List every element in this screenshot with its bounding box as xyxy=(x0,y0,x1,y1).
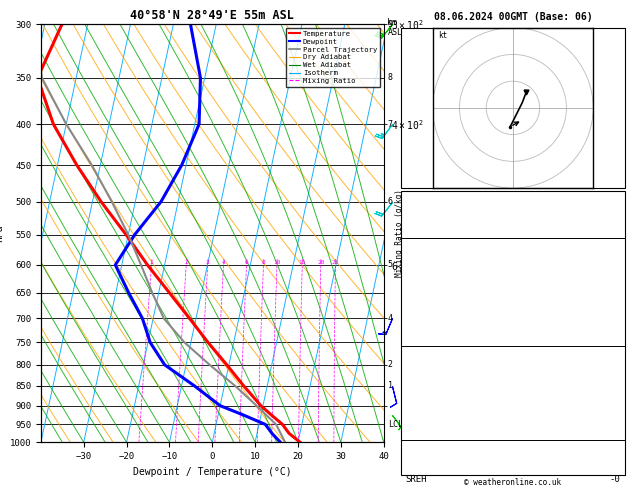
Y-axis label: hPa: hPa xyxy=(0,225,4,242)
X-axis label: Dewpoint / Temperature (°C): Dewpoint / Temperature (°C) xyxy=(133,467,292,477)
Text: 3: 3 xyxy=(206,260,209,265)
Text: CAPE (J): CAPE (J) xyxy=(405,318,448,327)
Text: θₑ(K): θₑ(K) xyxy=(405,288,432,297)
Text: LCL: LCL xyxy=(388,420,403,429)
Text: 15: 15 xyxy=(299,260,306,265)
Text: 1: 1 xyxy=(388,382,393,390)
Text: 40: 40 xyxy=(610,210,620,219)
Text: Temp (°C): Temp (°C) xyxy=(405,258,454,267)
Text: km
ASL: km ASL xyxy=(387,18,403,37)
Text: 15.9: 15.9 xyxy=(599,273,620,282)
Text: Dewp (°C): Dewp (°C) xyxy=(405,273,454,282)
Text: Lifted Index: Lifted Index xyxy=(405,303,470,312)
Text: θₑ (K): θₑ (K) xyxy=(405,382,437,391)
Text: 325: 325 xyxy=(604,288,620,297)
Text: K: K xyxy=(405,195,411,204)
Text: 325: 325 xyxy=(604,382,620,391)
Legend: Temperature, Dewpoint, Parcel Trajectory, Dry Adiabat, Wet Adiabat, Isotherm, Mi: Temperature, Dewpoint, Parcel Trajectory… xyxy=(286,28,380,87)
Text: 7: 7 xyxy=(615,195,620,204)
Text: CIN (J): CIN (J) xyxy=(405,333,443,342)
Text: 8: 8 xyxy=(262,260,265,265)
Text: 5: 5 xyxy=(388,260,393,269)
Text: 7: 7 xyxy=(388,120,393,129)
Text: 4: 4 xyxy=(388,314,393,323)
Text: 2: 2 xyxy=(184,260,188,265)
Text: © weatheronline.co.uk: © weatheronline.co.uk xyxy=(464,478,562,486)
Text: CAPE (J): CAPE (J) xyxy=(405,412,448,421)
Text: 0: 0 xyxy=(615,427,620,436)
Text: Pressure (mb): Pressure (mb) xyxy=(405,366,475,376)
Text: 1009: 1009 xyxy=(599,366,620,376)
Text: 0: 0 xyxy=(615,333,620,342)
Text: 2: 2 xyxy=(388,360,393,369)
Text: 8: 8 xyxy=(388,73,393,82)
Text: CIN (J): CIN (J) xyxy=(405,427,443,436)
Text: 6: 6 xyxy=(388,197,393,206)
Text: 1.75: 1.75 xyxy=(599,225,620,234)
Text: Totals Totals: Totals Totals xyxy=(405,210,475,219)
Text: Hodograph: Hodograph xyxy=(489,445,537,454)
Text: 0: 0 xyxy=(615,318,620,327)
Text: 20: 20 xyxy=(317,260,325,265)
Text: PW (cm): PW (cm) xyxy=(405,225,443,234)
Text: Most Unstable: Most Unstable xyxy=(478,351,548,361)
Text: 25: 25 xyxy=(331,260,339,265)
Text: kt: kt xyxy=(438,32,447,40)
Text: 08.06.2024 00GMT (Base: 06): 08.06.2024 00GMT (Base: 06) xyxy=(433,12,593,22)
Text: 9: 9 xyxy=(388,20,393,29)
Text: Surface: Surface xyxy=(494,243,532,252)
Text: 3: 3 xyxy=(615,303,620,312)
Text: 0: 0 xyxy=(615,412,620,421)
Text: 20.5: 20.5 xyxy=(599,258,620,267)
Text: 4: 4 xyxy=(221,260,225,265)
Text: -5: -5 xyxy=(610,460,620,469)
Title: 40°58'N 28°49'E 55m ASL: 40°58'N 28°49'E 55m ASL xyxy=(130,9,294,22)
Text: 1: 1 xyxy=(150,260,153,265)
Text: Mixing Ratio (g/kg): Mixing Ratio (g/kg) xyxy=(395,190,404,277)
Text: EH: EH xyxy=(405,460,416,469)
Text: 3: 3 xyxy=(615,397,620,406)
Text: 10: 10 xyxy=(273,260,281,265)
Text: 6: 6 xyxy=(245,260,248,265)
Text: SREH: SREH xyxy=(405,475,426,484)
Text: Lifted Index: Lifted Index xyxy=(405,397,470,406)
Text: -0: -0 xyxy=(610,475,620,484)
